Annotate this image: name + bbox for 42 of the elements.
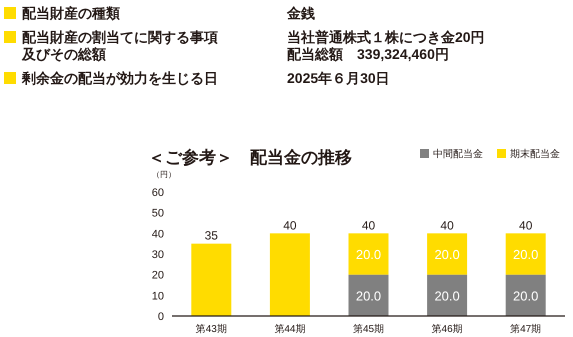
bar bbox=[427, 274, 468, 316]
bar bbox=[427, 233, 468, 275]
total-label: 40 bbox=[362, 218, 376, 232]
text: 配当財産の割当てに関する事項及びその総額 bbox=[21, 29, 218, 62]
data-label: 20.0 bbox=[513, 247, 538, 262]
data-label: 20.0 bbox=[434, 247, 460, 262]
y-tick-label: 30 bbox=[152, 249, 164, 261]
y-tick-label: 40 bbox=[152, 228, 164, 240]
bar bbox=[348, 233, 388, 275]
y-tick-label: 60 bbox=[152, 187, 164, 199]
y-tick-label: 50 bbox=[152, 208, 164, 220]
x-tick-label: 第45期 bbox=[352, 323, 384, 335]
data-label: 20.0 bbox=[513, 288, 538, 304]
data-label: 20.0 bbox=[356, 288, 382, 304]
y-tick-label: 0 bbox=[158, 311, 164, 323]
y-tick-label: 20 bbox=[152, 270, 164, 282]
x-tick-label: 第43期 bbox=[196, 323, 227, 335]
data-label: 20.0 bbox=[434, 288, 460, 304]
chart-title: ＜ご参考＞ 配当金の推移 bbox=[148, 148, 352, 167]
text: 金銭 bbox=[286, 5, 315, 21]
total-label: 40 bbox=[519, 218, 533, 232]
total-label: 35 bbox=[204, 228, 218, 243]
text: 2025年６月30日 bbox=[287, 70, 390, 86]
bar bbox=[348, 274, 388, 316]
text: 配当総額 339,324,460円 bbox=[287, 46, 449, 62]
x-tick-label: 第46期 bbox=[432, 323, 463, 335]
y-tick-label: 10 bbox=[152, 290, 164, 302]
bar bbox=[191, 244, 232, 316]
bar bbox=[506, 274, 546, 316]
legend-label: 期末配当金 bbox=[510, 148, 560, 160]
text: 剰余金の配当が効力を生じる日 bbox=[21, 70, 218, 86]
data-label: 20.0 bbox=[356, 247, 382, 262]
total-label: 40 bbox=[440, 218, 454, 232]
bar bbox=[270, 233, 310, 316]
y-axis-title: （円） bbox=[152, 170, 176, 179]
text: 当社普通株式１株につき金20円 bbox=[287, 29, 485, 45]
text: 配当財産の種類 bbox=[22, 5, 120, 21]
x-tick-label: 第47期 bbox=[510, 323, 542, 335]
legend-label: 中間配当金 bbox=[433, 148, 483, 160]
total-label: 40 bbox=[283, 218, 297, 232]
x-tick-label: 第44期 bbox=[274, 323, 306, 335]
bar bbox=[506, 233, 546, 275]
